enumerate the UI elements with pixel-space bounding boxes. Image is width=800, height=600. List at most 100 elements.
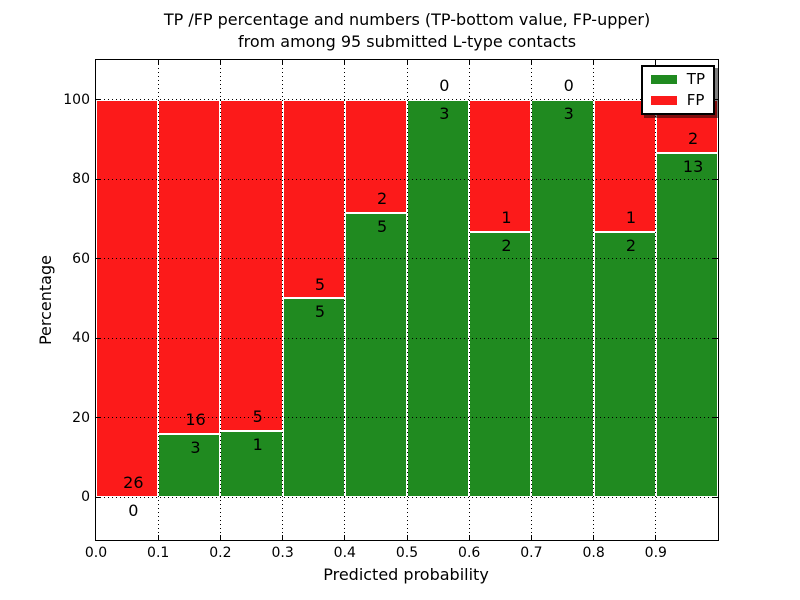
bar-fp-segment: [158, 99, 221, 435]
v-gridline: [157, 60, 159, 540]
x-tick-label: 0.2: [209, 545, 232, 561]
x-tick-label: 0.7: [520, 545, 543, 561]
x-tick-mark: [593, 535, 595, 540]
bar-tp-segment: [158, 434, 221, 498]
x-tick-mark: [530, 535, 532, 540]
v-gridline: [406, 60, 408, 540]
bar-fp-segment: [96, 99, 159, 498]
y-tick-mark: [96, 496, 101, 498]
fp-count-label: 0: [439, 75, 450, 95]
y-tick-label: 100: [63, 91, 90, 108]
bar-tp-segment: [469, 232, 532, 498]
bar-tp-segment: [655, 152, 718, 498]
v-gridline: [282, 60, 284, 540]
y-tick-label: 80: [72, 171, 90, 188]
y-tick-label: 60: [72, 250, 90, 267]
bars-layer: [96, 60, 718, 540]
legend-label: TP: [686, 70, 705, 88]
fp-count-label: 5: [314, 274, 325, 294]
y-tick-label: 20: [72, 409, 90, 426]
chart-title: TP /FP percentage and numbers (TP-bottom…: [96, 9, 718, 53]
bar-tp-segment: [220, 430, 283, 498]
fp-count-label: 26: [123, 473, 144, 493]
grid-layer: [96, 60, 718, 540]
v-gridline: [593, 60, 595, 540]
y-tick-label: 0: [81, 489, 90, 506]
chart-title-line2: from among 95 submitted L-type contacts: [237, 32, 577, 51]
x-tick-mark: [655, 60, 657, 65]
tp-count-label: 2: [501, 236, 512, 256]
bar-fp-segment: [220, 99, 283, 431]
fp-count-label: 2: [688, 128, 699, 148]
legend: TP FP: [640, 65, 715, 115]
tp-count-label: 3: [439, 103, 450, 123]
legend-item-tp: TP: [650, 70, 705, 88]
v-gridline: [219, 60, 221, 540]
x-tick-mark: [530, 60, 532, 65]
v-gridline: [468, 60, 470, 540]
bar-tp-segment: [344, 213, 407, 498]
x-tick-label: 0.8: [582, 545, 605, 561]
x-tick-mark: [344, 535, 346, 540]
bar-fp-segment: [593, 99, 656, 233]
bar-tp-segment: [407, 99, 470, 498]
x-tick-mark: [157, 535, 159, 540]
x-tick-mark: [406, 535, 408, 540]
x-tick-mark: [593, 60, 595, 65]
x-tick-mark: [282, 535, 284, 540]
fp-count-label: 0: [563, 75, 574, 95]
legend-swatch-tp-icon: [650, 75, 677, 84]
x-tick-mark: [344, 60, 346, 65]
y-tick-mark: [96, 178, 101, 180]
x-tick-label: 0.1: [147, 545, 170, 561]
legend-swatch-fp-icon: [650, 96, 677, 105]
y-tick-mark: [713, 99, 718, 101]
x-tick-label: 0.9: [644, 545, 667, 561]
x-axis-label: Predicted probability: [323, 565, 489, 584]
bar-tp-segment: [531, 99, 594, 498]
x-tick-mark: [655, 535, 657, 540]
x-tick-label: 0.4: [333, 545, 356, 561]
y-tick-mark: [713, 496, 718, 498]
bar-count-labels-layer: 26 0 16 3 5 1 5 5 2 5 0 3 1 2 0 3 1 2 2 13: [96, 60, 718, 540]
y-tick-mark: [96, 99, 101, 101]
bar-fp-segment: [282, 99, 345, 299]
v-gridline: [655, 60, 657, 540]
tp-count-label: 5: [377, 217, 388, 237]
y-tick-mark: [96, 258, 101, 260]
tp-count-label: 1: [252, 434, 263, 454]
x-tick-label: 0.0: [84, 545, 108, 561]
x-tick-label: 0.6: [458, 545, 481, 561]
fp-count-label: 5: [252, 406, 263, 426]
tp-count-label: 2: [625, 236, 636, 256]
chart-title-line1: TP /FP percentage and numbers (TP-bottom…: [163, 10, 651, 29]
y-tick-mark: [96, 417, 101, 419]
fp-count-label: 1: [625, 208, 636, 228]
y-tick-labels: 0 20 40 60 80 100: [0, 60, 90, 540]
y-tick-mark: [713, 417, 718, 419]
fp-count-label: 1: [501, 208, 512, 228]
x-tick-mark: [219, 60, 221, 65]
x-tick-mark: [219, 535, 221, 540]
y-tick-mark: [96, 337, 101, 339]
bar-fp-segment: [469, 99, 532, 233]
x-tick-label: 0.5: [395, 545, 419, 561]
x-tick-mark: [468, 60, 470, 65]
x-tick-label: 0.3: [271, 545, 294, 561]
y-tick-mark: [713, 178, 718, 180]
fp-count-label: 16: [185, 410, 206, 430]
legend-label: FP: [686, 91, 705, 109]
x-tick-mark: [282, 60, 284, 65]
x-tick-labels: 0.0 0.1 0.2 0.3 0.4 0.5 0.6 0.7 0.8 0.9: [85, 544, 718, 564]
bar-tp-segment: [282, 298, 345, 498]
y-tick-mark: [713, 337, 718, 339]
tp-count-label: 5: [314, 302, 325, 322]
plot-area: 26 0 16 3 5 1 5 5 2 5 0 3 1 2 0 3 1 2 2 13 TP FP: [95, 59, 719, 541]
fp-count-label: 2: [377, 189, 388, 209]
v-gridline: [344, 60, 346, 540]
legend-item-fp: FP: [650, 91, 705, 109]
x-tick-mark: [157, 60, 159, 65]
ticks-layer: [96, 60, 718, 540]
tp-count-label: 13: [682, 156, 704, 176]
